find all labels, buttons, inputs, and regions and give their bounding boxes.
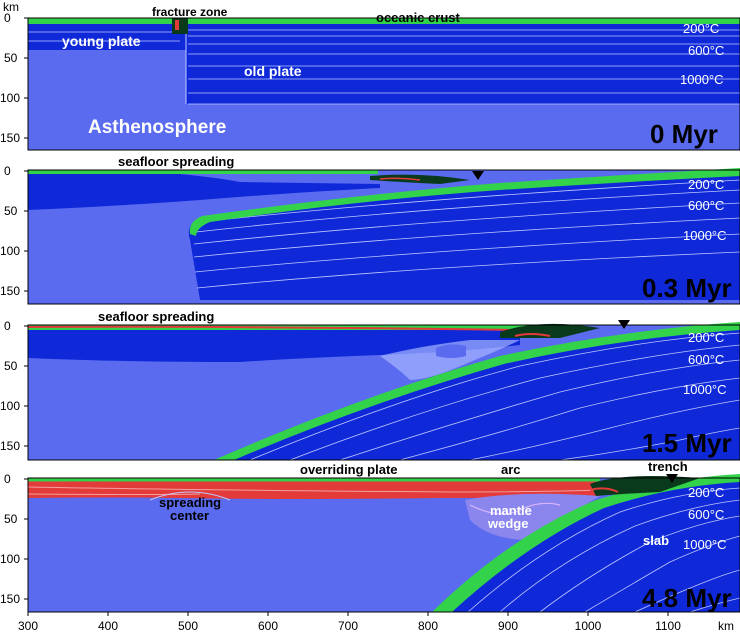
young-plate <box>28 24 186 50</box>
isotherm-200-label: 200°C <box>688 485 724 500</box>
isotherm-1000-label: 1000°C <box>680 72 724 87</box>
x-tick-label: 900 <box>498 619 518 633</box>
y-tick-label: 100 <box>0 244 20 258</box>
y-tick-label: 100 <box>0 399 20 413</box>
old-plate <box>186 24 740 104</box>
label-spreading: spreading <box>159 495 221 510</box>
y-ticks-panel-1: 0 50 100 150 <box>0 11 28 145</box>
isotherm-600-label: 600°C <box>688 43 724 58</box>
y-ticks-panel-4: 0 50 100 150 <box>0 472 28 606</box>
mantle-wedge <box>465 493 600 540</box>
isotherm-200-label: 200°C <box>688 177 724 192</box>
age-label: 4.8 Myr <box>642 583 732 613</box>
age-label: 0 Myr <box>650 119 718 149</box>
oceanic-crust-band <box>214 322 740 460</box>
label-arc: arc <box>501 462 521 477</box>
x-unit-label: km <box>718 619 734 633</box>
y-tick-label: 50 <box>4 204 18 218</box>
y-tick-label: 0 <box>4 164 11 178</box>
isotherm-200-label: 200°C <box>683 21 719 36</box>
x-ticks: 300 400 500 600 700 800 900 1000 1100 <box>18 612 681 633</box>
x-tick-label: 500 <box>178 619 198 633</box>
subducting-slab <box>440 478 740 612</box>
y-tick-label: 0 <box>4 319 11 333</box>
oceanic-crust-band <box>189 168 740 236</box>
label-fracture-zone: fracture zone <box>152 5 228 19</box>
oceanic-crust-band <box>432 474 740 612</box>
label-asthenosphere: Asthenosphere <box>88 117 226 138</box>
x-tick-label: 300 <box>18 619 38 633</box>
y-tick-label: 150 <box>0 592 20 606</box>
y-tick-label: 0 <box>4 472 11 486</box>
age-label: 0.3 Myr <box>642 273 732 303</box>
y-tick-label: 50 <box>4 51 18 65</box>
y-tick-label: 150 <box>0 439 20 453</box>
panel-4-8-myr: overriding plate arc trench mantle wedge… <box>27 459 740 613</box>
y-tick-label: 50 <box>4 359 18 373</box>
isotherm-1000-label: 1000°C <box>683 537 727 552</box>
isotherm-1000-label: 1000°C <box>683 382 727 397</box>
label-mantle: mantle <box>490 503 532 518</box>
y-tick-label: 0 <box>4 11 11 25</box>
y-tick-label: 50 <box>4 512 18 526</box>
label-overriding-plate: overriding plate <box>300 462 398 477</box>
y-ticks-panel-3: 0 50 100 150 <box>0 319 28 453</box>
isotherm-200-label: 200°C <box>688 330 724 345</box>
y-tick-label: 100 <box>0 552 20 566</box>
panel-0-3-myr: seafloor spreading 200°C 600°C 1000°C 0.… <box>28 154 740 304</box>
trench-marker <box>472 171 484 180</box>
label-center: center <box>170 508 209 523</box>
y-tick-label: 100 <box>0 91 20 105</box>
label-young-plate: young plate <box>62 33 141 49</box>
isotherm-600-label: 600°C <box>688 507 724 522</box>
y-tick-label: 150 <box>0 284 20 298</box>
label-trench: trench <box>648 459 688 474</box>
label-seafloor-spreading: seafloor spreading <box>118 154 234 169</box>
y-tick-label: 150 <box>0 131 20 145</box>
subducting-slab <box>222 325 740 460</box>
fracture-zone-block <box>172 18 188 34</box>
isotherm-600-label: 600°C <box>688 198 724 213</box>
oceanic-crust-band <box>28 18 740 24</box>
label-old-plate: old plate <box>244 63 302 79</box>
label-wedge: wedge <box>487 516 528 531</box>
panel-1-5-myr: seafloor spreading 200°C 600°C 1000°C 1.… <box>27 309 740 461</box>
x-tick-label: 800 <box>418 619 438 633</box>
x-tick-label: 700 <box>338 619 358 633</box>
x-tick-label: 600 <box>258 619 278 633</box>
isotherm-600-label: 600°C <box>688 352 724 367</box>
label-seafloor-spreading: seafloor spreading <box>98 309 214 324</box>
label-slab: slab <box>643 533 669 548</box>
x-tick-label: 1100 <box>655 619 681 633</box>
y-ticks-panel-2: 0 50 100 150 <box>0 164 28 298</box>
isotherm-1000-label: 1000°C <box>683 228 727 243</box>
y-unit-label: km <box>3 0 19 14</box>
x-tick-label: 400 <box>98 619 118 633</box>
young-plate <box>28 174 380 210</box>
age-label: 1.5 Myr <box>642 428 732 458</box>
panel-0-myr: fracture zone oceanic crust young plate … <box>28 5 740 150</box>
x-tick-label: 1000 <box>575 619 602 633</box>
